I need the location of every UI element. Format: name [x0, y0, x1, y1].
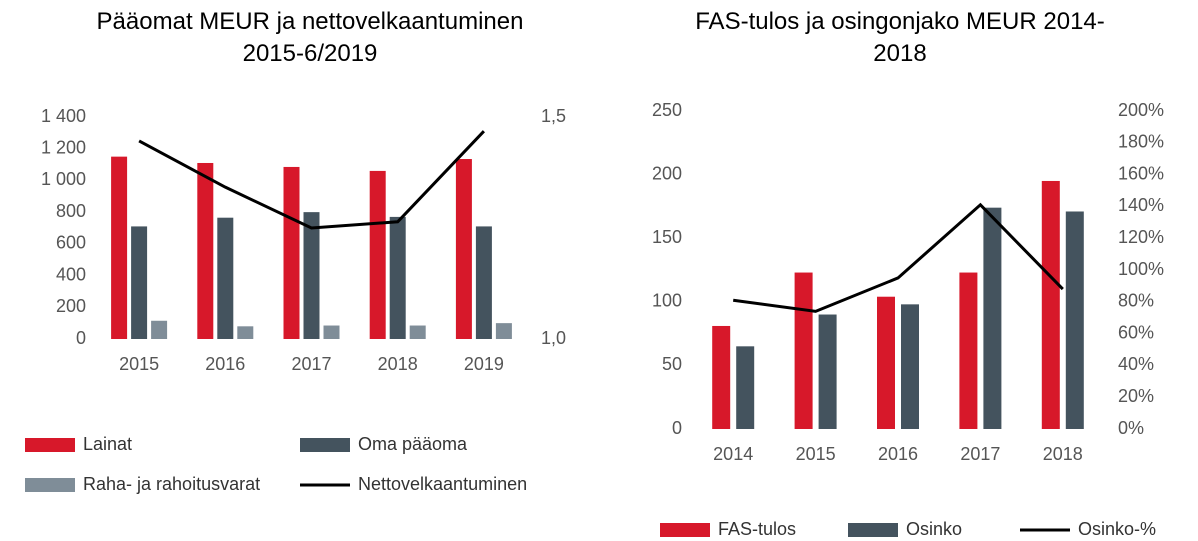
bar: [1041, 180, 1060, 429]
y2-tick-label: 180%: [1118, 132, 1164, 152]
legend-swatch: [25, 438, 75, 452]
bar: [712, 325, 731, 429]
y2-tick-label: 160%: [1118, 163, 1164, 183]
legend-label: Nettovelkaantuminen: [358, 474, 527, 494]
y-tick-label: 150: [652, 227, 682, 247]
x-tick-label: 2015: [796, 444, 836, 464]
bar: [409, 325, 426, 339]
bar: [455, 159, 472, 339]
y2-tick-label: 100%: [1118, 259, 1164, 279]
legend-label: FAS-tulos: [718, 519, 796, 539]
y2-tick-label: 140%: [1118, 195, 1164, 215]
bar: [303, 212, 320, 339]
bar: [818, 314, 837, 429]
legend-label: Raha- ja rahoitusvarat: [83, 474, 260, 494]
bar: [111, 156, 128, 339]
legend-label: Oma pääoma: [358, 434, 468, 454]
bar: [197, 162, 214, 339]
legend-swatch: [848, 523, 898, 537]
bar: [495, 323, 512, 339]
y-tick-label: 600: [56, 233, 86, 253]
bar: [959, 272, 978, 429]
chart-title: Pääomat MEUR ja nettovelkaantuminen 2015…: [96, 8, 524, 67]
x-tick-label: 2018: [1043, 444, 1083, 464]
y-tick-label: 200: [652, 163, 682, 183]
y2-tick-label: 0%: [1118, 418, 1144, 438]
y-tick-label: 1 000: [41, 169, 86, 189]
bar: [901, 304, 919, 429]
y2-tick-label: 20%: [1118, 386, 1154, 406]
y2-tick-label: 1,5: [541, 106, 566, 126]
y-tick-label: 200: [56, 296, 86, 316]
y-tick-label: 1 200: [41, 137, 86, 157]
x-tick-label: 2017: [960, 444, 1000, 464]
legend-swatch: [25, 478, 75, 492]
chart-title: FAS-tulos ja osingonjako MEUR 2014-2018: [695, 8, 1105, 67]
bar: [794, 272, 813, 429]
x-tick-label: 2019: [464, 354, 504, 374]
bar: [736, 346, 755, 429]
y2-tick-label: 40%: [1118, 354, 1154, 374]
y2-tick-label: 60%: [1118, 322, 1154, 342]
x-tick-label: 2018: [378, 354, 418, 374]
x-tick-label: 2014: [713, 444, 753, 464]
bar: [369, 170, 386, 339]
y2-tick-label: 80%: [1118, 291, 1154, 311]
bar: [877, 296, 895, 429]
x-tick-label: 2016: [205, 354, 245, 374]
y-tick-label: 100: [652, 291, 682, 311]
legend-swatch: [300, 438, 350, 452]
bar: [217, 217, 234, 339]
legend-swatch: [660, 523, 710, 537]
line: [732, 202, 1064, 313]
y-tick-label: 250: [652, 100, 682, 120]
legend-label: Osinko: [906, 519, 962, 539]
y2-tick-label: 120%: [1118, 227, 1164, 247]
y-tick-label: 0: [672, 418, 682, 438]
y-tick-label: 0: [76, 328, 86, 348]
y-tick-label: 1 400: [41, 106, 86, 126]
y-tick-label: 400: [56, 264, 86, 284]
bar: [983, 207, 1002, 429]
y2-tick-label: 200%: [1118, 100, 1164, 120]
legend-label: Lainat: [83, 434, 132, 454]
x-tick-label: 2016: [878, 444, 918, 464]
bar: [283, 166, 300, 339]
bar: [1065, 211, 1084, 429]
legend-label: Osinko-%: [1078, 519, 1156, 539]
line: [138, 130, 485, 230]
bar: [475, 226, 492, 339]
bar: [389, 216, 406, 339]
bar: [151, 320, 168, 339]
y2-tick-label: 1,0: [541, 328, 566, 348]
bar: [237, 326, 254, 339]
x-tick-label: 2015: [119, 354, 159, 374]
y-tick-label: 800: [56, 201, 86, 221]
x-tick-label: 2017: [291, 354, 331, 374]
bar: [131, 226, 148, 339]
bar: [323, 325, 340, 339]
y-tick-label: 50: [662, 354, 682, 374]
